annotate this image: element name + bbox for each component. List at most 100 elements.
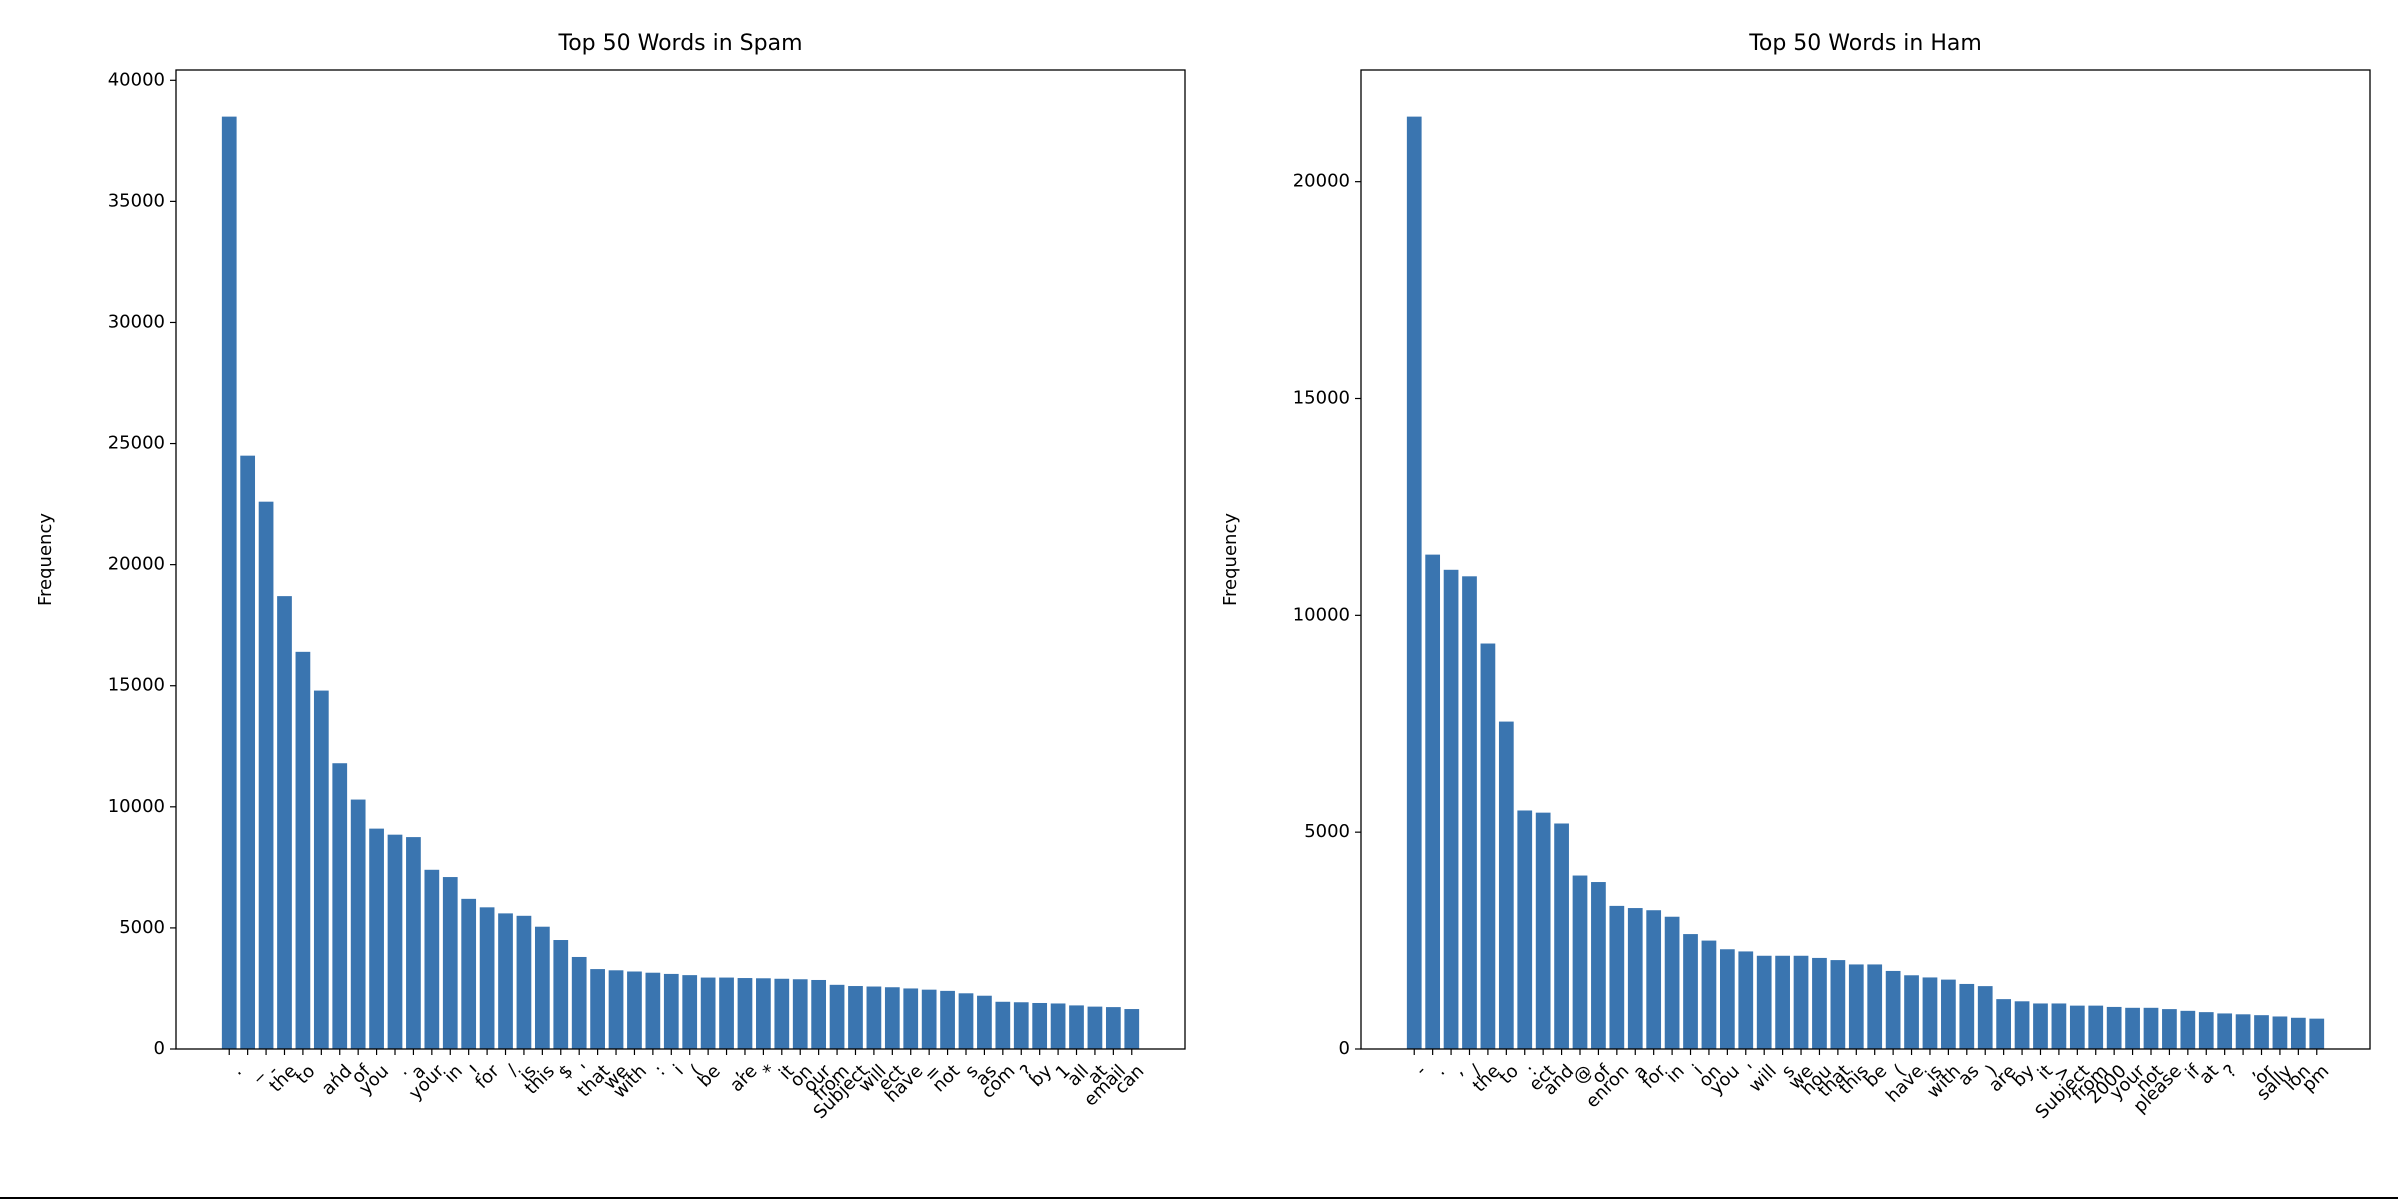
- bar: [442, 877, 458, 1049]
- bar: [590, 969, 605, 1049]
- bar: [553, 940, 569, 1049]
- bar: [1050, 1003, 1066, 1049]
- bar: [2180, 1010, 2196, 1049]
- bar: [1627, 908, 1643, 1049]
- x-tick-label: in: [1662, 1061, 1688, 1087]
- y-tick-label: 10000: [108, 796, 165, 817]
- bar: [977, 995, 992, 1049]
- y-tick-label: 5000: [119, 917, 165, 938]
- bar: [903, 988, 919, 1049]
- y-tick-label: 20000: [108, 554, 165, 575]
- bar: [424, 869, 440, 1049]
- bar: [534, 926, 550, 1049]
- x-tick-label: $: [554, 1061, 577, 1084]
- bar: [1572, 875, 1588, 1049]
- bar: [1462, 576, 1477, 1049]
- bar: [1609, 905, 1625, 1049]
- bar: [2309, 1018, 2325, 1049]
- bar: [2051, 1003, 2067, 1049]
- bar: [2106, 1006, 2122, 1049]
- axes-frame: [175, 69, 1186, 1050]
- bar: [387, 834, 403, 1049]
- x-tick-label: ,: [1449, 1061, 1468, 1080]
- bar: [700, 977, 716, 1049]
- x-tick-label: at: [2195, 1061, 2223, 1089]
- bar: [1480, 643, 1496, 1049]
- bar: [1087, 1006, 1103, 1049]
- bar: [1830, 960, 1846, 1049]
- bar: [1885, 970, 1901, 1049]
- bar: [663, 973, 679, 1049]
- bar: [921, 989, 937, 1049]
- x-tick-label: _: [242, 1060, 265, 1083]
- bar: [1719, 949, 1735, 1049]
- bar: [277, 596, 292, 1049]
- x-tick-label: by: [1026, 1060, 1057, 1091]
- x-tick-label: .: [1430, 1061, 1449, 1080]
- x-tick-label: .: [227, 1061, 246, 1080]
- bar: [682, 975, 698, 1049]
- bar: [2125, 1007, 2140, 1049]
- bar: [479, 907, 495, 1049]
- bar: [1812, 957, 1827, 1049]
- bar: [848, 986, 863, 1049]
- x-tick-label: in: [440, 1061, 466, 1087]
- bar: [1977, 986, 1993, 1049]
- bar: [1105, 1007, 1121, 1049]
- bar: [1738, 951, 1754, 1049]
- bar: [645, 972, 661, 1049]
- bar: [829, 984, 845, 1049]
- bar: [1591, 882, 1606, 1049]
- bar: [571, 956, 587, 1049]
- bar: [2014, 1001, 2030, 1049]
- bar: [313, 690, 329, 1049]
- bar: [350, 799, 366, 1049]
- bar: [2254, 1015, 2269, 1049]
- bar: [2069, 1005, 2085, 1049]
- bar: [2198, 1012, 2214, 1049]
- y-axis-label: Frequency: [1220, 513, 1241, 606]
- bar: [2272, 1016, 2288, 1049]
- x-tick-label: as: [1954, 1061, 1983, 1090]
- x-tick-label: for: [471, 1060, 504, 1093]
- bar: [811, 979, 827, 1049]
- y-tick-label: 0: [1339, 1038, 1350, 1059]
- bar: [1124, 1009, 1140, 1049]
- bar: [719, 977, 734, 1049]
- x-tick-label: -: [1411, 1061, 1430, 1080]
- bar: [1554, 823, 1569, 1049]
- bar: [1683, 934, 1698, 1049]
- x-tick-label: to: [1495, 1061, 1523, 1089]
- bar: [2162, 1009, 2177, 1049]
- bar: [332, 763, 348, 1049]
- bar: [608, 970, 624, 1049]
- y-tick-label: 15000: [1293, 388, 1350, 409]
- bar: [958, 993, 974, 1049]
- bar: [2143, 1007, 2159, 1049]
- axes-frame: [1360, 69, 2371, 1050]
- x-tick-label: be: [694, 1061, 725, 1092]
- x-tick-label: :: [650, 1061, 669, 1080]
- bar: [756, 978, 771, 1049]
- bar: [1848, 964, 1864, 1049]
- bar: [1069, 1005, 1084, 1049]
- bar: [295, 651, 311, 1049]
- bar: [940, 990, 955, 1049]
- y-tick-label: 0: [154, 1038, 165, 1059]
- x-tick-label: i: [669, 1061, 687, 1079]
- bar: [1664, 916, 1680, 1049]
- bar: [1406, 116, 1422, 1050]
- y-tick-label: 25000: [108, 433, 165, 454]
- bar: [1793, 955, 1809, 1049]
- y-tick-label: 20000: [1293, 171, 1350, 192]
- bar: [369, 828, 384, 1049]
- bar: [884, 987, 900, 1049]
- bar: [1959, 983, 1975, 1049]
- bar: [240, 455, 256, 1050]
- bar: [2217, 1013, 2233, 1049]
- bar: [1498, 721, 1514, 1049]
- bar: [1013, 1002, 1029, 1049]
- y-tick-label: 35000: [108, 190, 165, 211]
